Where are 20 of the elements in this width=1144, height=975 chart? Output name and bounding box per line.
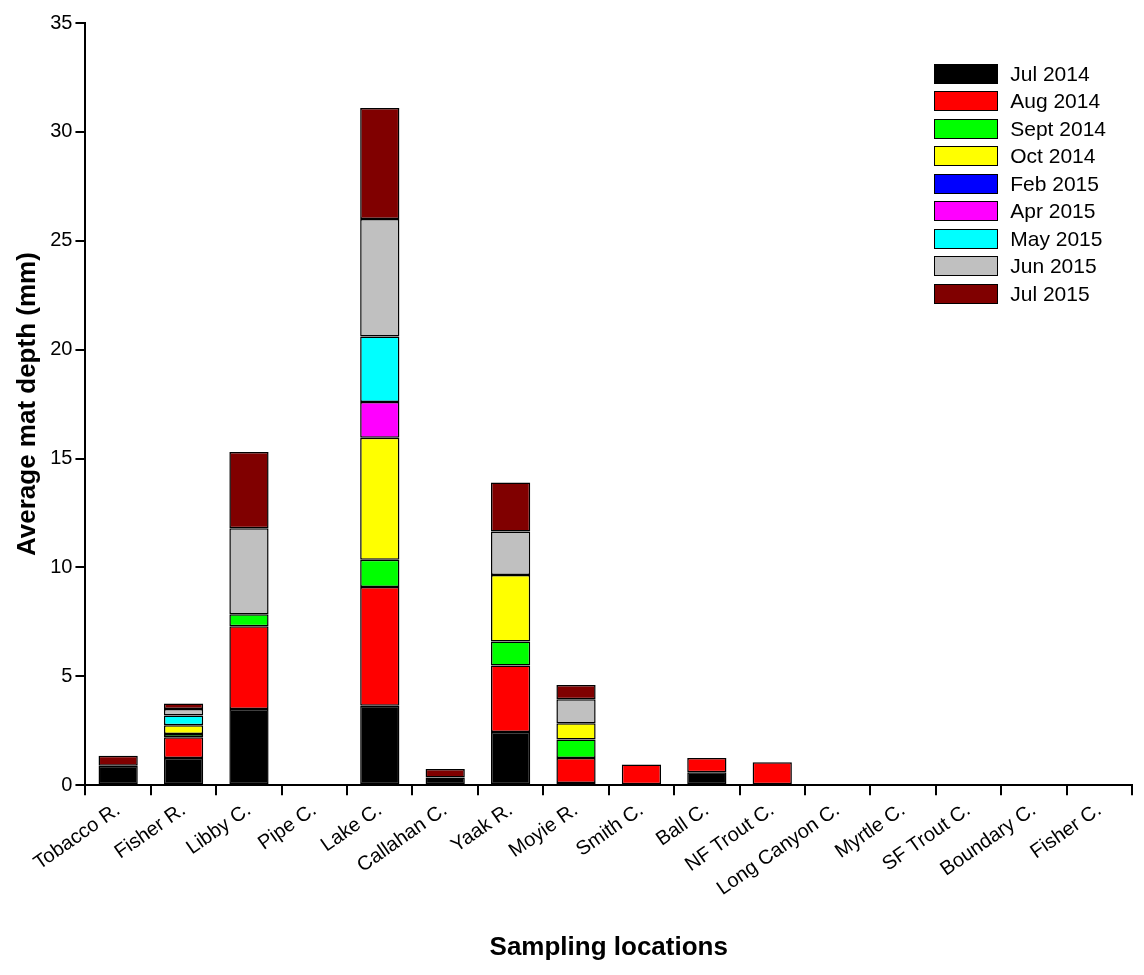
legend-label: Sept 2014: [1010, 116, 1106, 141]
x-tick-label: Pipe C.: [253, 797, 320, 854]
legend-label: May 2015: [1010, 226, 1103, 251]
x-axis-title: Sampling locations: [489, 930, 728, 961]
legend-label: Aug 2014: [1010, 89, 1101, 114]
legend-label: Feb 2015: [1010, 171, 1099, 196]
y-tick-label: 5: [61, 663, 73, 686]
y-tick-label: 20: [50, 337, 73, 360]
y-tick-label: 15: [50, 446, 73, 469]
y-tick-label: 25: [50, 228, 73, 251]
legend-label: Oct 2014: [1010, 144, 1096, 169]
y-tick-label: 10: [50, 554, 73, 577]
y-axis-title: Average mat depth (mm): [10, 252, 41, 557]
legend-label: Jul 2015: [1010, 281, 1090, 306]
y-tick-label: 30: [50, 119, 73, 142]
legend-label: Apr 2015: [1010, 199, 1096, 224]
legend-label: Jul 2014: [1010, 61, 1090, 86]
y-tick-label: 0: [61, 772, 73, 795]
y-tick-label: 35: [50, 10, 73, 33]
legend-label: Jun 2015: [1010, 254, 1097, 279]
